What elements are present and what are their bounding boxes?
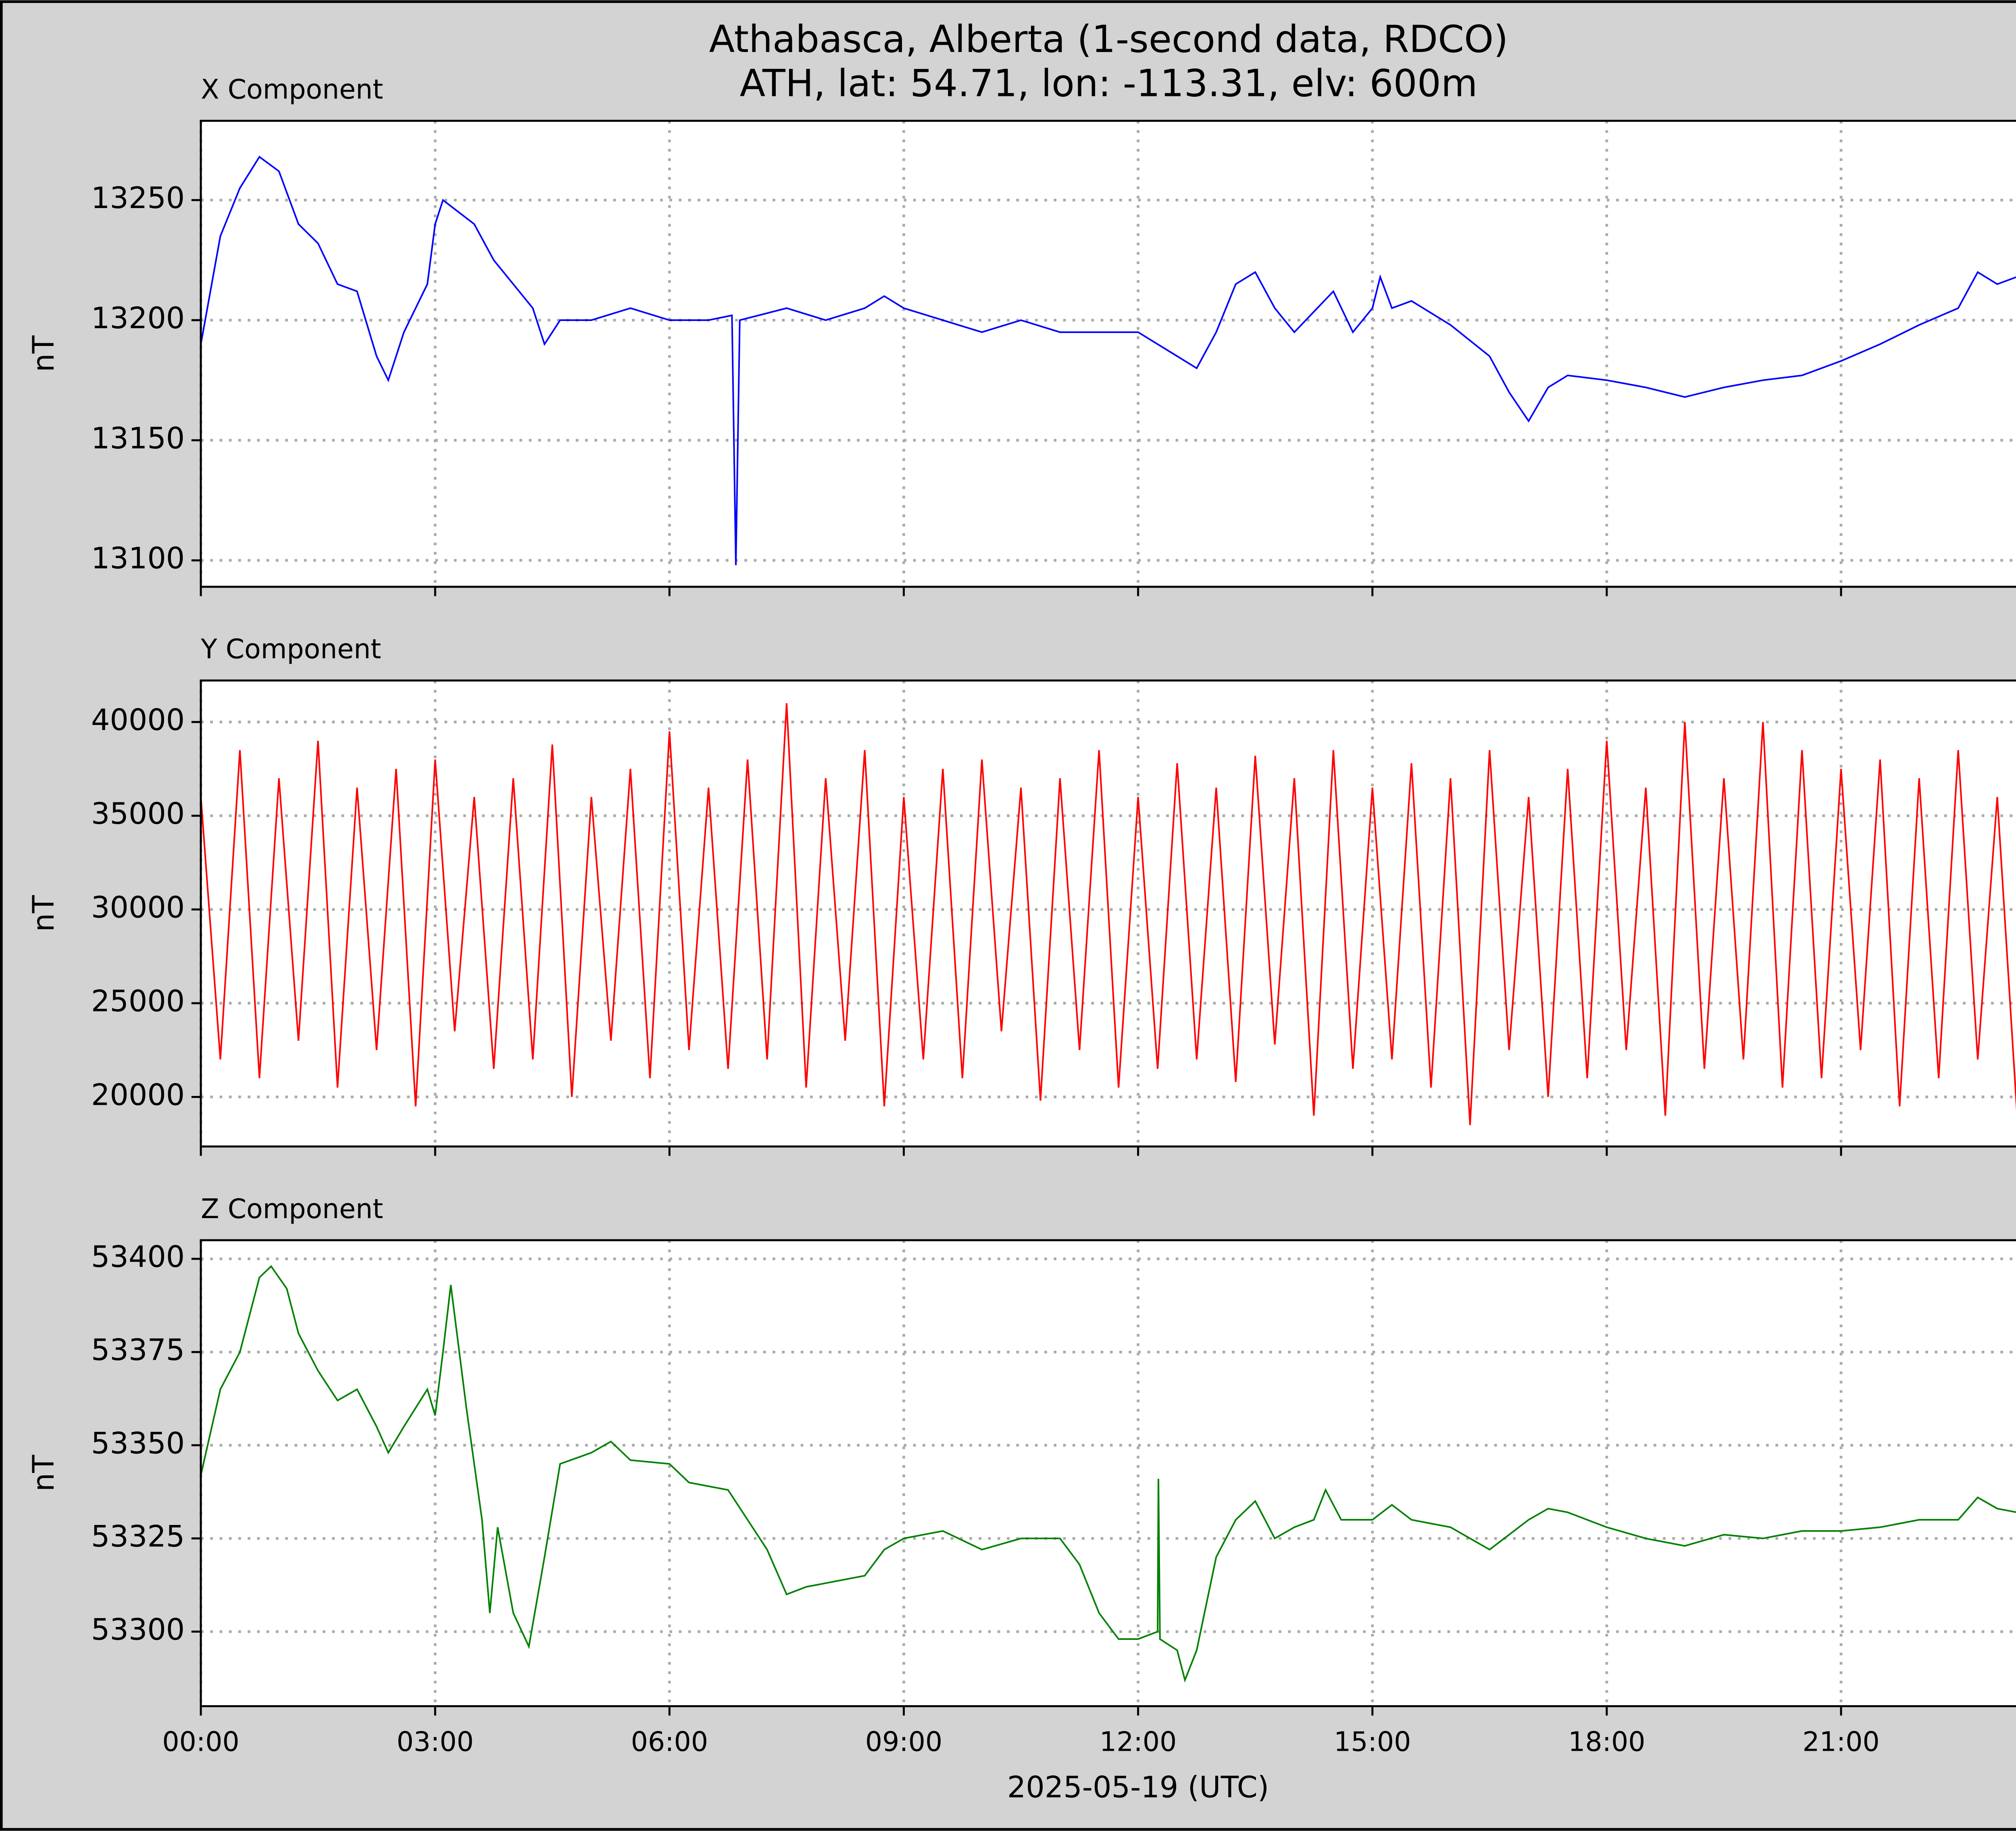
x-axis-label: 2025-05-19 (UTC) [1007,1770,1269,1804]
plot-frame [200,679,2016,1148]
y-axis-label: nT [27,1455,61,1491]
panel-title: Y Component [200,633,381,665]
x-tick-label: 12:00 [1100,1726,1177,1757]
figure-subtitle: ATH, lat: 54.71, lon: -113.31, elv: 600m [740,62,1478,105]
panel-title: Z Component [201,1193,383,1225]
y-tick-label: 20000 [91,1078,185,1112]
x-tick-label: 21:00 [1802,1726,1879,1757]
y-tick-label: 13100 [91,542,185,576]
y-tick-label: 53400 [91,1240,185,1274]
data-line [201,703,2016,1125]
x-tick-label: 09:00 [865,1726,942,1757]
plot-frame [200,120,2016,588]
y-tick-label: 53325 [91,1519,185,1554]
y-tick-label: 13250 [91,181,185,215]
y-tick-label: 35000 [91,797,185,831]
y-axis-label: nT [27,895,61,932]
x-tick-label: 06:00 [631,1726,708,1757]
x-tick-label: 03:00 [397,1726,474,1757]
figure-title: Athabasca, Alberta (1-second data, RDCO) [709,17,1508,61]
y-tick-label: 40000 [91,703,185,737]
plot-background [201,1240,2016,1706]
x-tick-label: 00:00 [162,1726,239,1757]
y-tick-label: 53350 [91,1426,185,1460]
y-tick-label: 13200 [91,301,185,335]
y-axis-label: nT [27,335,61,372]
plot-frame [200,1239,2016,1707]
y-tick-label: 30000 [91,891,185,925]
x-tick-label: 15:00 [1334,1726,1411,1757]
x-tick-label: 18:00 [1568,1726,1645,1757]
y-tick-label: 53300 [91,1613,185,1647]
y-tick-label: 25000 [91,984,185,1019]
data-line [201,156,2016,565]
panel-title: X Component [201,74,383,105]
y-tick-label: 13150 [91,421,185,456]
data-line [201,1265,2016,1683]
plot-background [201,121,2016,587]
y-tick-label: 53375 [91,1333,185,1367]
